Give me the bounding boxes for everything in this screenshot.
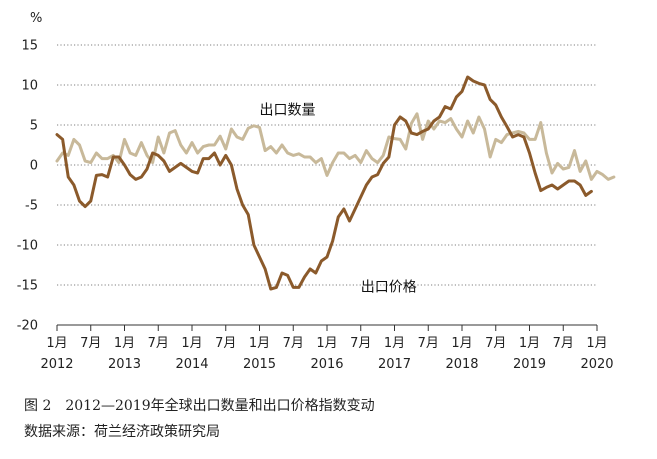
x-tick-label-month: 7月 — [418, 336, 439, 351]
x-tick-label-month: 1月 — [451, 336, 472, 351]
x-tick-label-year: 2016 — [310, 357, 343, 372]
x-tick-label-month: 7月 — [80, 336, 101, 351]
x-tick-label-month: 1月 — [181, 336, 202, 351]
x-tick-label-month: 1月 — [114, 336, 135, 351]
grid — [57, 44, 597, 326]
y-tick-label: -5 — [25, 199, 38, 214]
y-tick-label: 5 — [30, 119, 38, 134]
y-axis-ticks: 15 10 5 0 -5 -10 -15 -20 — [17, 39, 38, 334]
x-tick-label-month: 1月 — [586, 336, 607, 351]
x-tick-label-month: 7月 — [350, 336, 371, 351]
x-tick-label-month: 7月 — [215, 336, 236, 351]
x-tick-label-month: 7月 — [148, 336, 169, 351]
x-tick-label-year: 2018 — [445, 357, 478, 372]
figure-caption-title: 图 2 2012—2019年全球出口数量和出口价格指数变动 — [24, 398, 375, 414]
series-label-export-price: 出口价格 — [361, 279, 417, 295]
figure-caption-source: 数据来源：荷兰经济政策研究局 — [24, 424, 220, 440]
y-tick-label: 0 — [30, 159, 38, 174]
x-tick-label-month: 7月 — [283, 336, 304, 351]
x-tick-label-year: 2015 — [243, 357, 276, 372]
x-tick-label-year: 2020 — [580, 357, 613, 372]
x-tick-label-month: 7月 — [553, 336, 574, 351]
series-group — [55, 75, 616, 291]
x-tick-label-year: 2012 — [40, 357, 73, 372]
y-tick-label: -20 — [17, 319, 38, 334]
series-line-export-price — [55, 75, 593, 291]
x-tick-label-year: 2013 — [108, 357, 141, 372]
x-tick-label-month: 1月 — [249, 336, 270, 351]
x-tick-label-year: 2017 — [378, 357, 411, 372]
x-tick-label-year: 2014 — [175, 357, 208, 372]
y-tick-label: -15 — [17, 279, 38, 294]
y-tick-label: -10 — [17, 239, 38, 254]
x-axis-ticks: 1月 2012 7月 1月 2013 7月 1月 2014 7月 1月 2015 7月 1月 2016 7月… — [40, 325, 614, 372]
series-line-export-volume — [55, 112, 616, 181]
x-tick-label-month: 7月 — [485, 336, 506, 351]
y-tick-label: 15 — [21, 39, 38, 54]
x-tick-label-month: 1月 — [316, 336, 337, 351]
x-tick-label-month: 1月 — [519, 336, 540, 351]
chart: % 15 10 5 0 -5 -10 -15 -20 1月 2012 7月 1月 2013 7月 1月 20… — [17, 11, 616, 372]
x-tick-label-month: 1月 — [384, 336, 405, 351]
x-tick-label-year: 2019 — [513, 357, 546, 372]
series-label-export-volume: 出口数量 — [260, 103, 316, 119]
y-axis-unit-label: % — [30, 11, 42, 26]
y-tick-label: 10 — [21, 79, 38, 94]
x-tick-label-month: 1月 — [46, 336, 67, 351]
